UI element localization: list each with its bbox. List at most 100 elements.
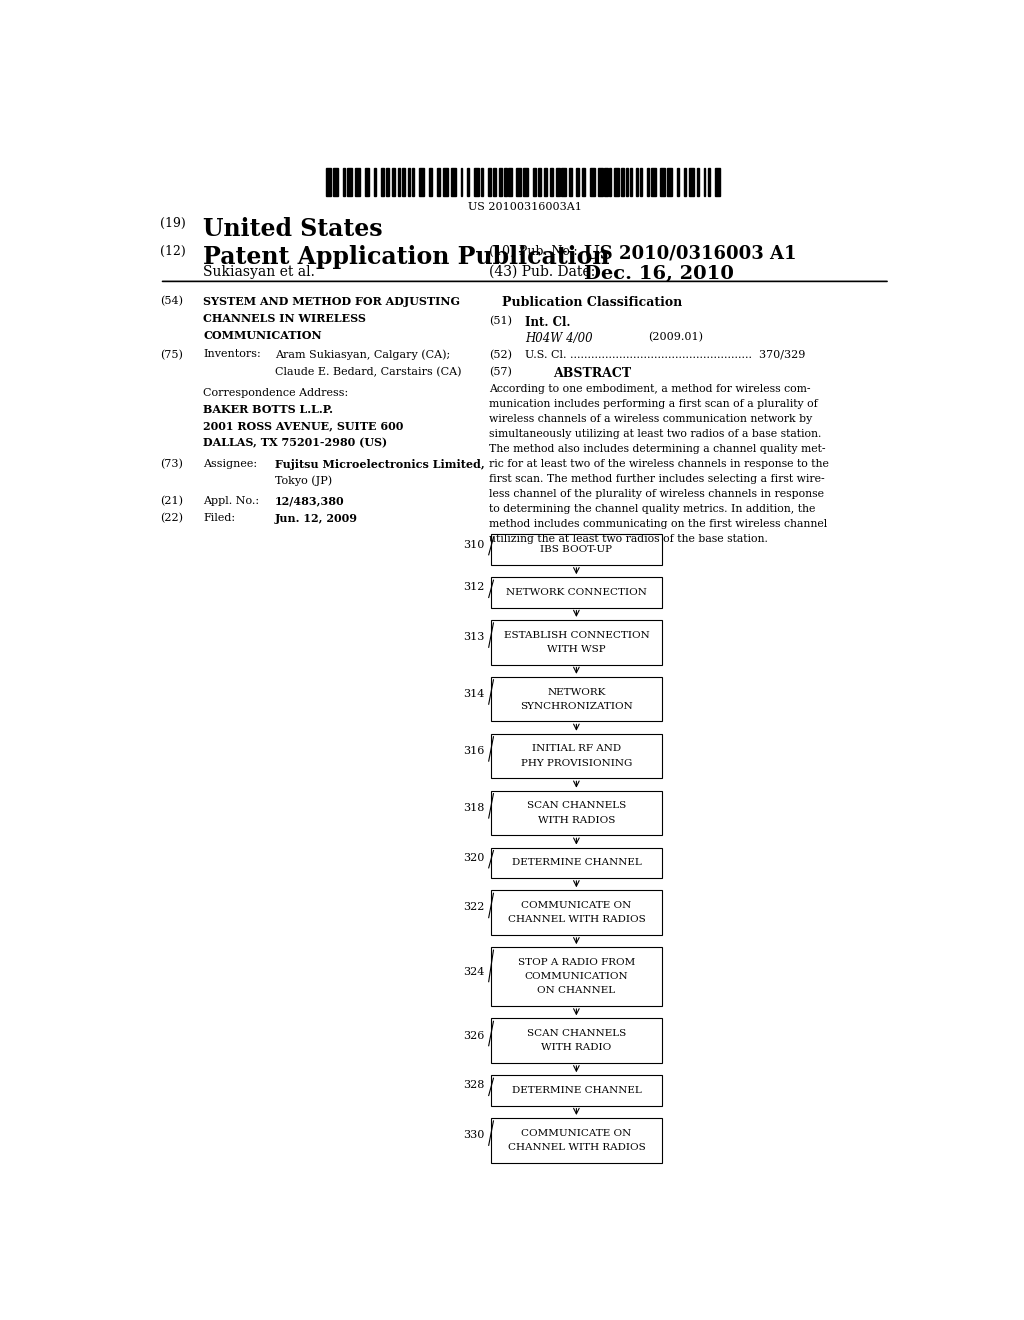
Text: (2009.01): (2009.01) bbox=[648, 333, 702, 342]
Text: DALLAS, TX 75201-2980 (US): DALLAS, TX 75201-2980 (US) bbox=[204, 437, 387, 447]
Bar bbox=[343, 168, 345, 195]
Bar bbox=[504, 168, 507, 195]
Text: 316: 316 bbox=[463, 746, 484, 756]
Bar bbox=[492, 734, 662, 779]
Bar bbox=[492, 1018, 662, 1063]
Bar bbox=[327, 168, 332, 195]
Text: ric for at least two of the wireless channels in response to the: ric for at least two of the wireless cha… bbox=[489, 459, 829, 469]
Text: 324: 324 bbox=[463, 966, 484, 977]
Bar bbox=[637, 168, 638, 195]
Text: WITH RADIOS: WITH RADIOS bbox=[538, 816, 615, 825]
Bar bbox=[598, 168, 602, 195]
Bar bbox=[492, 577, 662, 607]
Text: 313: 313 bbox=[463, 632, 484, 642]
Text: 320: 320 bbox=[463, 853, 484, 863]
Text: to determining the channel quality metrics. In addition, the: to determining the channel quality metri… bbox=[489, 504, 815, 515]
Text: (75): (75) bbox=[160, 350, 182, 360]
Text: (10) Pub. No.:: (10) Pub. No.: bbox=[489, 244, 578, 257]
Bar bbox=[689, 168, 693, 195]
Text: (22): (22) bbox=[160, 513, 182, 524]
Bar bbox=[492, 620, 662, 664]
Text: CHANNEL WITH RADIOS: CHANNEL WITH RADIOS bbox=[508, 1143, 645, 1152]
Text: According to one embodiment, a method for wireless com-: According to one embodiment, a method fo… bbox=[489, 384, 811, 395]
Bar bbox=[347, 168, 351, 195]
Text: WITH RADIO: WITH RADIO bbox=[542, 1043, 611, 1052]
Bar bbox=[492, 791, 662, 836]
Text: SYSTEM AND METHOD FOR ADJUSTING: SYSTEM AND METHOD FOR ADJUSTING bbox=[204, 296, 461, 306]
Bar bbox=[677, 168, 679, 195]
Text: CHANNEL WITH RADIOS: CHANNEL WITH RADIOS bbox=[508, 915, 645, 924]
Text: wireless channels of a wireless communication network by: wireless channels of a wireless communic… bbox=[489, 414, 812, 424]
Text: CHANNELS IN WIRELESS: CHANNELS IN WIRELESS bbox=[204, 313, 367, 323]
Text: (43) Pub. Date:: (43) Pub. Date: bbox=[489, 265, 595, 279]
Bar bbox=[409, 168, 410, 195]
Text: Appl. No.:: Appl. No.: bbox=[204, 496, 259, 506]
Bar bbox=[696, 168, 698, 195]
Text: ESTABLISH CONNECTION: ESTABLISH CONNECTION bbox=[504, 631, 649, 640]
Bar bbox=[509, 168, 512, 195]
Bar bbox=[375, 168, 376, 195]
Text: Assignee:: Assignee: bbox=[204, 459, 257, 469]
Bar bbox=[569, 168, 572, 195]
Bar bbox=[668, 168, 672, 195]
Text: U.S. Cl. ....................................................  370/329: U.S. Cl. ...............................… bbox=[524, 350, 805, 359]
Bar bbox=[534, 168, 537, 195]
Bar bbox=[461, 168, 463, 195]
Text: munication includes performing a first scan of a plurality of: munication includes performing a first s… bbox=[489, 399, 818, 409]
Bar bbox=[590, 168, 595, 195]
Text: 314: 314 bbox=[463, 689, 484, 700]
Bar bbox=[715, 168, 720, 195]
Text: United States: United States bbox=[204, 218, 383, 242]
Bar bbox=[487, 168, 490, 195]
Text: COMMUNICATION: COMMUNICATION bbox=[524, 972, 628, 981]
Text: Jun. 12, 2009: Jun. 12, 2009 bbox=[274, 513, 357, 524]
Bar bbox=[492, 677, 662, 722]
Text: Patent Application Publication: Patent Application Publication bbox=[204, 244, 610, 269]
Text: 330: 330 bbox=[463, 1130, 484, 1140]
Bar bbox=[647, 168, 649, 195]
Text: Sukiasyan et al.: Sukiasyan et al. bbox=[204, 265, 315, 279]
Bar bbox=[523, 168, 528, 195]
Text: Fujitsu Microelectronics Limited,: Fujitsu Microelectronics Limited, bbox=[274, 459, 484, 470]
Text: COMMUNICATE ON: COMMUNICATE ON bbox=[521, 902, 632, 909]
Text: utilizing the at least two radios of the base station.: utilizing the at least two radios of the… bbox=[489, 535, 768, 544]
Bar bbox=[550, 168, 553, 195]
Bar bbox=[492, 847, 662, 878]
Bar bbox=[386, 168, 389, 195]
Text: 312: 312 bbox=[463, 582, 484, 593]
Bar bbox=[451, 168, 456, 195]
Bar bbox=[381, 168, 384, 195]
Text: Inventors:: Inventors: bbox=[204, 350, 261, 359]
Bar bbox=[582, 168, 585, 195]
Bar bbox=[492, 535, 662, 565]
Text: first scan. The method further includes selecting a first wire-: first scan. The method further includes … bbox=[489, 474, 824, 484]
Text: BAKER BOTTS L.L.P.: BAKER BOTTS L.L.P. bbox=[204, 404, 334, 416]
Text: Publication Classification: Publication Classification bbox=[502, 296, 682, 309]
Bar bbox=[412, 168, 414, 195]
Bar bbox=[609, 168, 611, 195]
Text: (21): (21) bbox=[160, 496, 182, 506]
Text: 318: 318 bbox=[463, 803, 484, 813]
Bar bbox=[630, 168, 632, 195]
Text: US 20100316003A1: US 20100316003A1 bbox=[468, 202, 582, 213]
Text: Dec. 16, 2010: Dec. 16, 2010 bbox=[585, 265, 734, 282]
Text: IBS BOOT-UP: IBS BOOT-UP bbox=[541, 545, 612, 554]
Bar bbox=[538, 168, 541, 195]
Text: 326: 326 bbox=[463, 1031, 484, 1040]
Text: less channel of the plurality of wireless channels in response: less channel of the plurality of wireles… bbox=[489, 490, 824, 499]
Text: 322: 322 bbox=[463, 903, 484, 912]
Text: 328: 328 bbox=[463, 1080, 484, 1090]
Bar bbox=[622, 168, 625, 195]
Bar bbox=[561, 168, 566, 195]
Text: (51): (51) bbox=[489, 315, 512, 326]
Text: Filed:: Filed: bbox=[204, 513, 236, 523]
Text: (73): (73) bbox=[160, 459, 182, 470]
Bar bbox=[604, 168, 607, 195]
Text: US 2010/0316003 A1: US 2010/0316003 A1 bbox=[585, 244, 797, 263]
Text: INITIAL RF AND: INITIAL RF AND bbox=[531, 744, 621, 754]
Text: Claude E. Bedard, Carstairs (CA): Claude E. Bedard, Carstairs (CA) bbox=[274, 367, 462, 378]
Bar bbox=[544, 168, 547, 195]
Text: ON CHANNEL: ON CHANNEL bbox=[538, 986, 615, 995]
Text: 12/483,380: 12/483,380 bbox=[274, 496, 344, 507]
Bar bbox=[481, 168, 482, 195]
